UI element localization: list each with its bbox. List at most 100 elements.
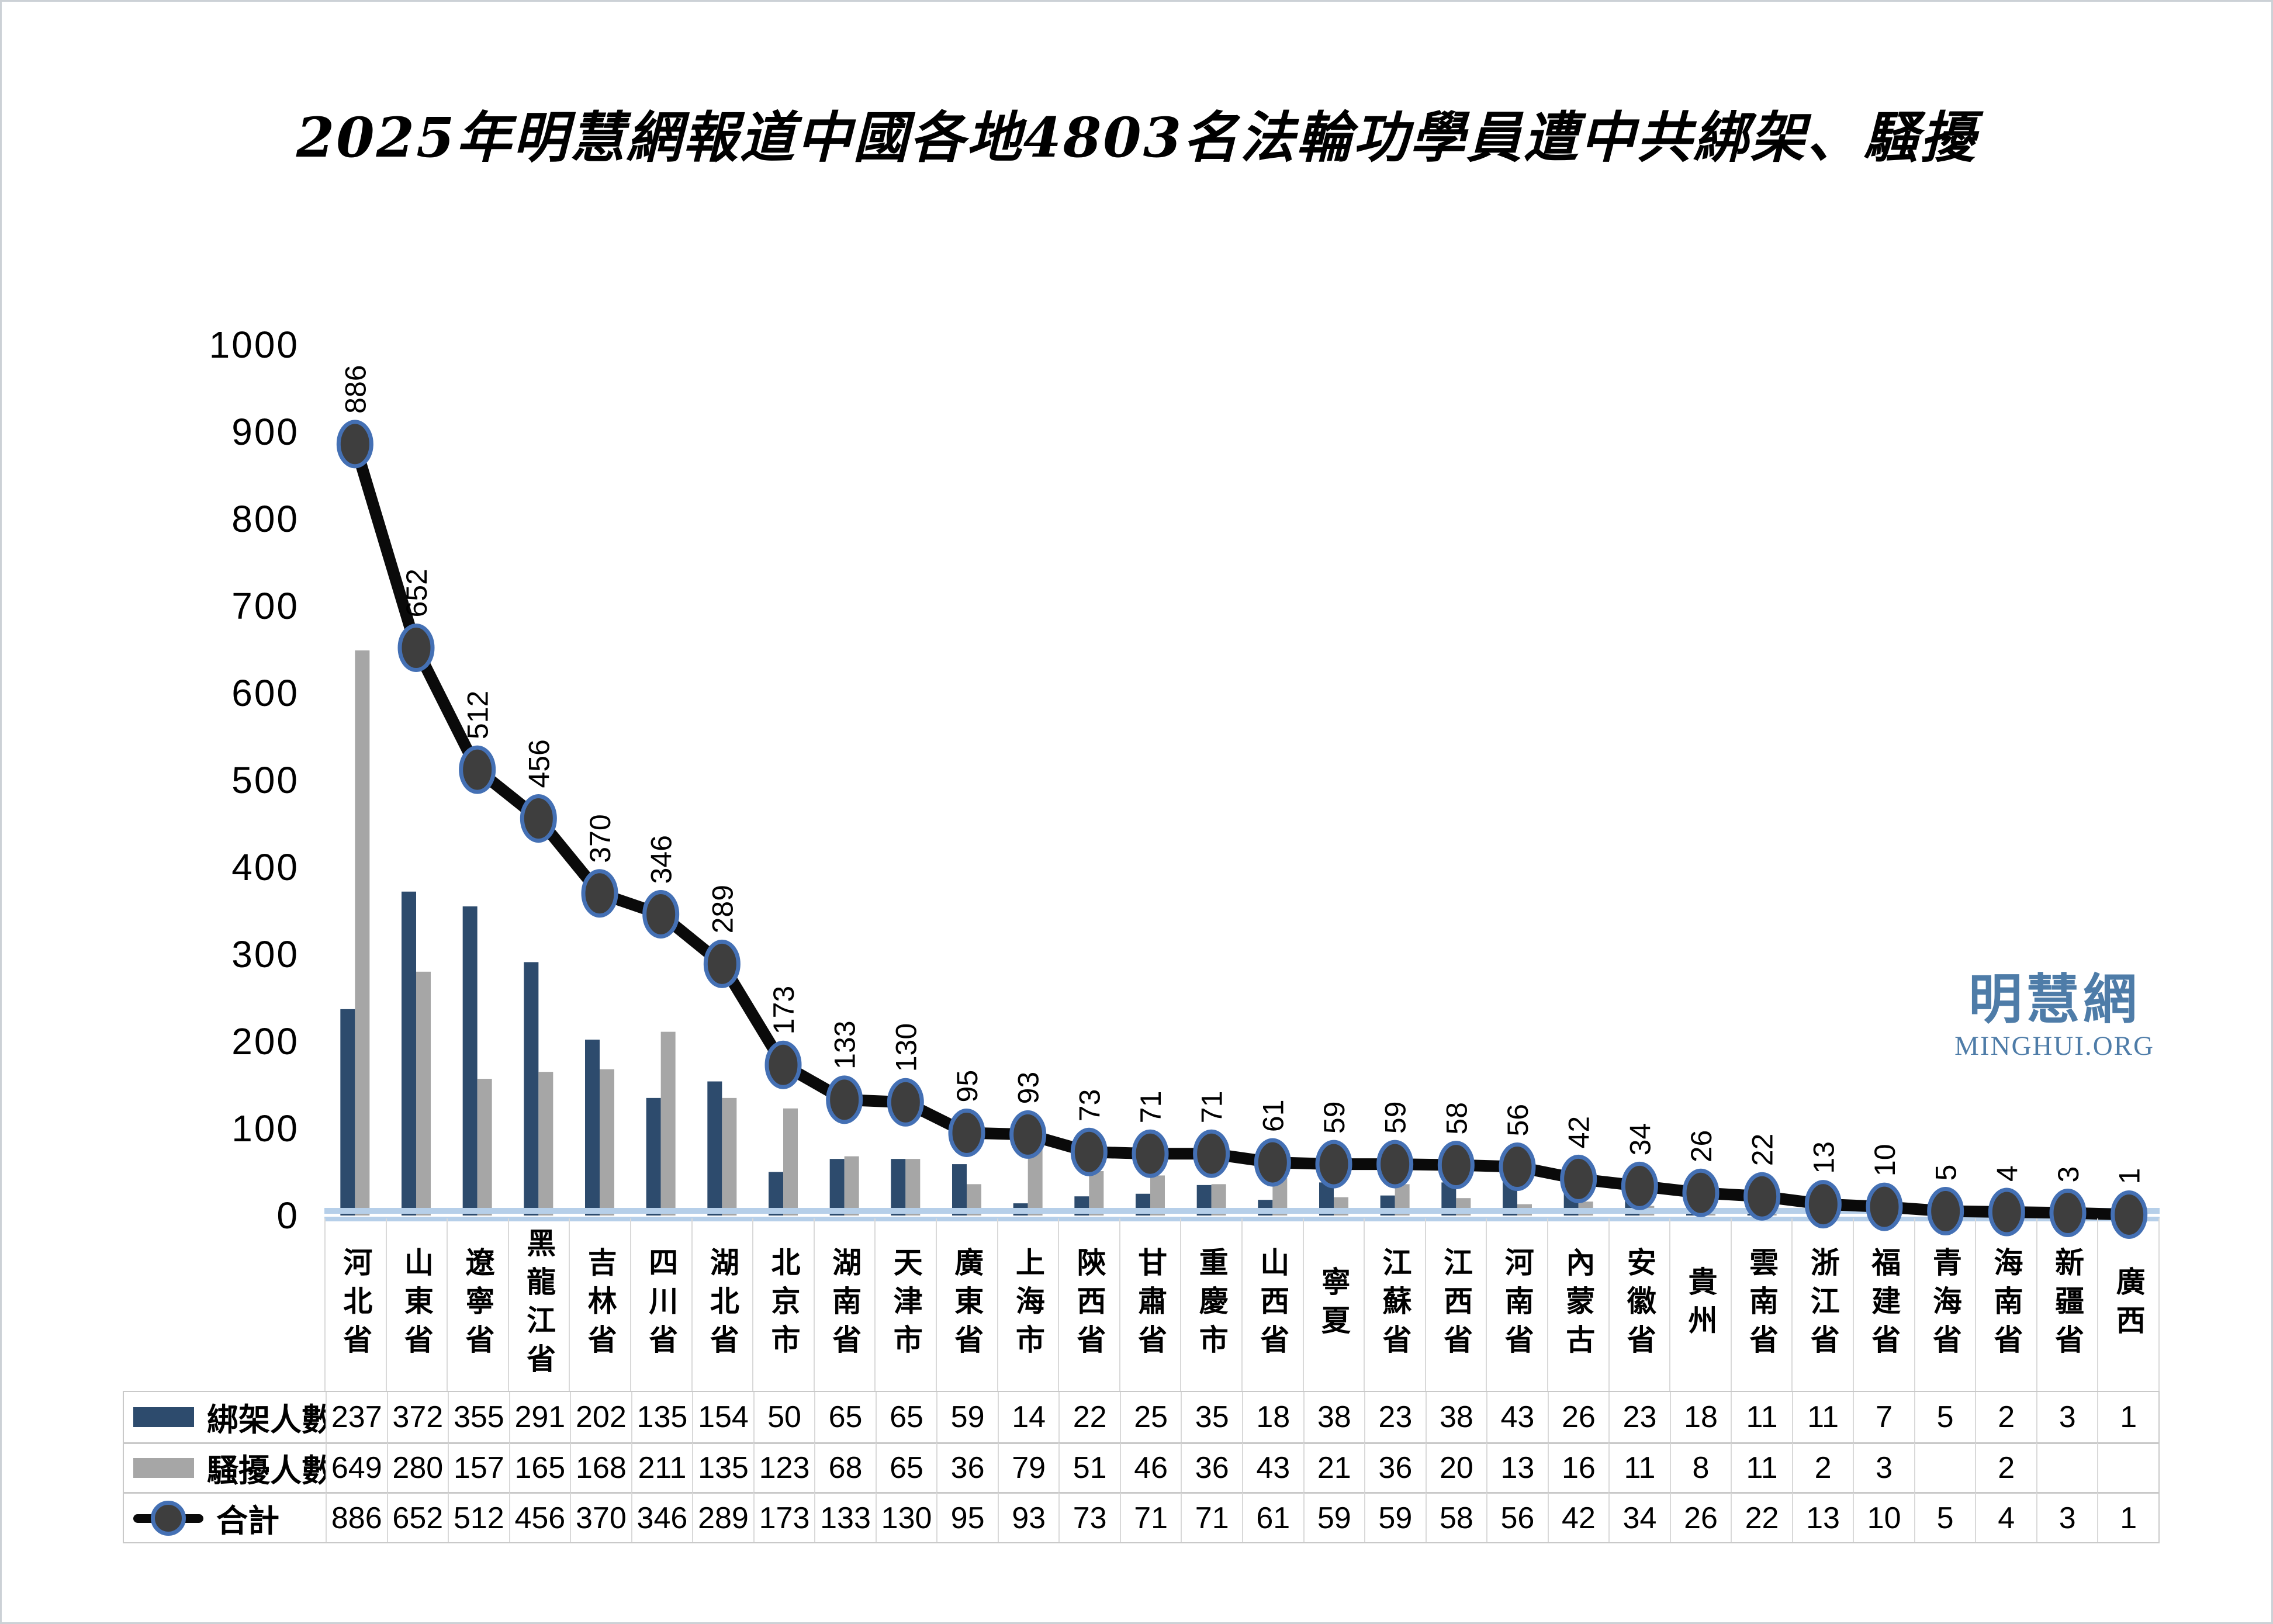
table-value-cell — [1914, 1442, 1976, 1493]
category-label: 浙江省 — [1805, 1246, 1840, 1363]
total-line-marker — [1927, 1187, 1964, 1236]
total-data-label: 886 — [339, 365, 372, 413]
series-name: 騷擾人數 — [207, 1452, 326, 1490]
table-value-cell: 46 — [1119, 1442, 1181, 1493]
table-value-cell: 7 — [1853, 1392, 1914, 1442]
total-data-label: 133 — [829, 1020, 862, 1069]
bar-harassed — [600, 1069, 614, 1216]
category-label: 貴州 — [1683, 1266, 1718, 1343]
table-value-cell: 71 — [1119, 1492, 1181, 1542]
table-value-cell: 65 — [875, 1392, 937, 1442]
category-cell: 廣東省 — [937, 1218, 998, 1391]
table-value-cell: 59 — [936, 1392, 998, 1442]
category-label: 吉林省 — [583, 1246, 618, 1363]
total-line-marker — [948, 1108, 985, 1157]
category-label: 遼寧省 — [461, 1246, 496, 1363]
table-value-cell: 93 — [997, 1492, 1059, 1542]
category-cell: 陝西省 — [1059, 1218, 1120, 1391]
total-line-marker — [764, 1040, 802, 1089]
category-label: 陝西省 — [1072, 1246, 1107, 1363]
table-value-cell: 130 — [875, 1492, 937, 1542]
table-value-cell: 280 — [386, 1442, 448, 1493]
category-label: 安徽省 — [1622, 1246, 1657, 1363]
category-label: 甘肅省 — [1133, 1246, 1168, 1363]
total-data-label: 346 — [645, 835, 678, 884]
y-axis-tick-label: 800 — [231, 498, 299, 540]
table-value-cell: 58 — [1425, 1492, 1487, 1542]
bar-harassed — [416, 971, 431, 1216]
category-cell: 遼寧省 — [448, 1218, 509, 1391]
y-axis-tick-label: 500 — [231, 759, 299, 801]
table-value-cell: 35 — [1181, 1392, 1242, 1442]
bar-harassed — [905, 1159, 921, 1216]
total-line-marker — [1988, 1187, 2025, 1237]
table-value-cell: 512 — [448, 1492, 509, 1542]
y-axis-tick-label: 100 — [231, 1107, 299, 1149]
category-label: 內蒙古 — [1561, 1246, 1596, 1363]
category-cell: 廣西 — [2098, 1218, 2160, 1391]
category-label: 湖南省 — [828, 1246, 863, 1363]
bar-kidnapped — [585, 1040, 600, 1216]
total-data-label: 5 — [1930, 1165, 1963, 1181]
table-value-cell: 34 — [1608, 1492, 1670, 1542]
table-value-cell: 135 — [692, 1442, 753, 1493]
y-axis-tick-label: 1000 — [209, 324, 299, 366]
total-data-label: 10 — [1869, 1144, 1901, 1176]
x-axis-line — [324, 1208, 2160, 1214]
category-cell: 黑龍江省 — [509, 1218, 570, 1391]
bar-harassed — [783, 1108, 798, 1216]
table-value-cell: 65 — [814, 1392, 876, 1442]
table-value-cell: 38 — [1303, 1392, 1365, 1442]
total-line-marker — [703, 939, 741, 988]
total-data-label: 1 — [2113, 1168, 2146, 1185]
table-value-cell: 3 — [2036, 1492, 2098, 1542]
table-value-cell: 14 — [997, 1392, 1059, 1442]
category-label: 青海省 — [1928, 1246, 1963, 1363]
total-line-marker — [1621, 1161, 1658, 1210]
table-value-cell: 10 — [1853, 1492, 1914, 1542]
minghui-logo: 明慧網 MINGHUI.ORG — [1935, 971, 2174, 1062]
table-value-cell: 50 — [753, 1392, 815, 1442]
bar-kidnapped — [646, 1097, 661, 1216]
total-line-marker — [1682, 1168, 1720, 1217]
table-value-cell: 135 — [631, 1392, 693, 1442]
y-axis-tick-label: 0 — [276, 1194, 299, 1237]
table-value-cell: 652 — [386, 1492, 448, 1542]
table-value-cell: 5 — [1914, 1392, 1976, 1442]
category-cell: 重慶市 — [1181, 1218, 1243, 1391]
total-data-label: 22 — [1746, 1134, 1779, 1166]
legend-cell: 合計 — [124, 1492, 326, 1542]
total-data-label: 71 — [1196, 1091, 1229, 1124]
y-axis-tick-label: 400 — [231, 846, 299, 888]
table-value-cell: 456 — [508, 1492, 570, 1542]
category-label: 海南省 — [1989, 1246, 2024, 1363]
total-data-label: 289 — [706, 885, 739, 933]
total-data-label: 56 — [1502, 1104, 1534, 1137]
y-axis-tick-label: 300 — [231, 933, 299, 975]
category-cell: 山東省 — [387, 1218, 448, 1391]
table-value-cell: 51 — [1058, 1442, 1120, 1493]
category-label: 山西省 — [1255, 1246, 1291, 1363]
total-data-label: 93 — [1012, 1072, 1045, 1104]
total-line-marker — [581, 869, 618, 918]
category-label: 天津市 — [888, 1246, 923, 1363]
total-data-label: 456 — [523, 739, 555, 788]
category-label: 湖北省 — [705, 1246, 740, 1363]
category-label: 上海市 — [1011, 1246, 1046, 1363]
table-value-cell: 2 — [1791, 1442, 1853, 1493]
category-cell: 安徽省 — [1610, 1218, 1671, 1391]
table-value-cell — [2097, 1442, 2158, 1493]
table-value-cell: 3 — [1853, 1442, 1914, 1493]
total-line-marker — [1193, 1129, 1230, 1178]
total-data-label: 4 — [1991, 1165, 2023, 1182]
total-data-label: 173 — [767, 986, 800, 1034]
table-value-cell: 95 — [936, 1492, 998, 1542]
y-axis-tick-label: 200 — [231, 1020, 299, 1062]
category-cell: 雲南省 — [1732, 1218, 1793, 1391]
category-cell: 海南省 — [1976, 1218, 2037, 1391]
table-value-cell: 73 — [1058, 1492, 1120, 1542]
bar-harassed — [844, 1156, 859, 1216]
category-cell: 河南省 — [1487, 1218, 1548, 1391]
category-cell: 福建省 — [1854, 1218, 1915, 1391]
